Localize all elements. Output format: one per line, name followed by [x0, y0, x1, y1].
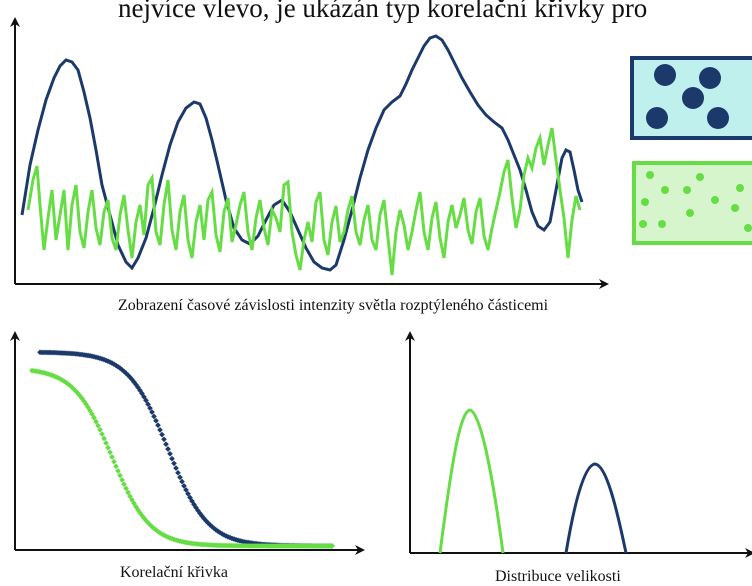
correlation-point [181, 483, 187, 489]
correlation-point [329, 543, 335, 549]
correlation-axes [10, 331, 365, 555]
particle-small [661, 186, 669, 194]
correlation-point [151, 413, 157, 420]
particle-large [646, 107, 668, 129]
correlation-point [185, 490, 191, 497]
sample-box-large-particles [630, 56, 752, 140]
correlation-point [121, 481, 127, 488]
particle-small [696, 173, 704, 181]
distribution-peak-small-particles [438, 408, 505, 554]
correlation-point [93, 418, 99, 425]
correlation-point [109, 454, 115, 460]
correlation-point [99, 431, 105, 437]
correlation-caption: Korelační křivka [120, 564, 228, 581]
particle-small [731, 204, 739, 212]
particle-large [707, 107, 729, 129]
correlation-point [171, 460, 177, 467]
correlation-point [167, 450, 173, 457]
header-text: nejvíce vlevo, je ukázán typ korelační k… [118, 0, 648, 23]
distribution-peak-large-particles [564, 462, 628, 554]
sample-box-small-particles [632, 161, 752, 245]
correlation-point [103, 440, 109, 446]
correlation-point [107, 449, 113, 456]
intensity-curve-small-particles [26, 127, 582, 276]
correlation-point [161, 436, 167, 443]
correlation-point [163, 441, 169, 448]
correlation-point [155, 422, 161, 429]
correlation-point [145, 401, 151, 408]
particle-small [686, 209, 694, 217]
correlation-point [183, 487, 189, 493]
correlation-points-large-particles [37, 349, 335, 549]
correlation-points-small-particles [29, 367, 335, 549]
correlation-point [123, 485, 129, 492]
distribution-caption: Distribuce velikosti [495, 568, 621, 585]
particle-small [683, 186, 691, 194]
correlation-point [147, 405, 153, 411]
correlation-point [143, 397, 149, 404]
particle-small [639, 220, 647, 228]
correlation-point [97, 426, 103, 433]
particle-large [654, 64, 676, 86]
correlation-point [115, 468, 121, 474]
correlation-point [117, 472, 123, 479]
particle-large [682, 87, 704, 109]
correlation-point [159, 431, 165, 438]
particle-small [744, 224, 752, 232]
correlation-point [157, 427, 163, 433]
particle-small [658, 220, 666, 228]
intensity-curve-large-particles [20, 34, 584, 272]
intensity-axes [10, 17, 609, 289]
particle-small [736, 184, 744, 192]
correlation-point [105, 444, 111, 451]
correlation-point [153, 417, 159, 424]
correlation-point [177, 474, 183, 481]
correlation-point [101, 435, 107, 442]
correlation-point [95, 422, 101, 429]
correlation-point [149, 409, 155, 415]
correlation-point [119, 477, 125, 483]
correlation-point [91, 414, 97, 421]
correlation-point [173, 465, 179, 471]
correlation-point [125, 489, 131, 496]
correlation-point [179, 478, 185, 485]
correlation-point [113, 463, 119, 470]
particle-small [711, 196, 719, 204]
particle-small [646, 171, 654, 179]
correlation-point [175, 469, 181, 476]
intensity-caption: Zobrazení časové závislosti intenzity sv… [118, 297, 549, 314]
distribution-axes [405, 331, 752, 558]
particle-large [699, 67, 721, 89]
correlation-point [111, 458, 117, 465]
correlation-point [169, 455, 175, 462]
particle-small [641, 198, 649, 206]
correlation-point [165, 446, 171, 452]
